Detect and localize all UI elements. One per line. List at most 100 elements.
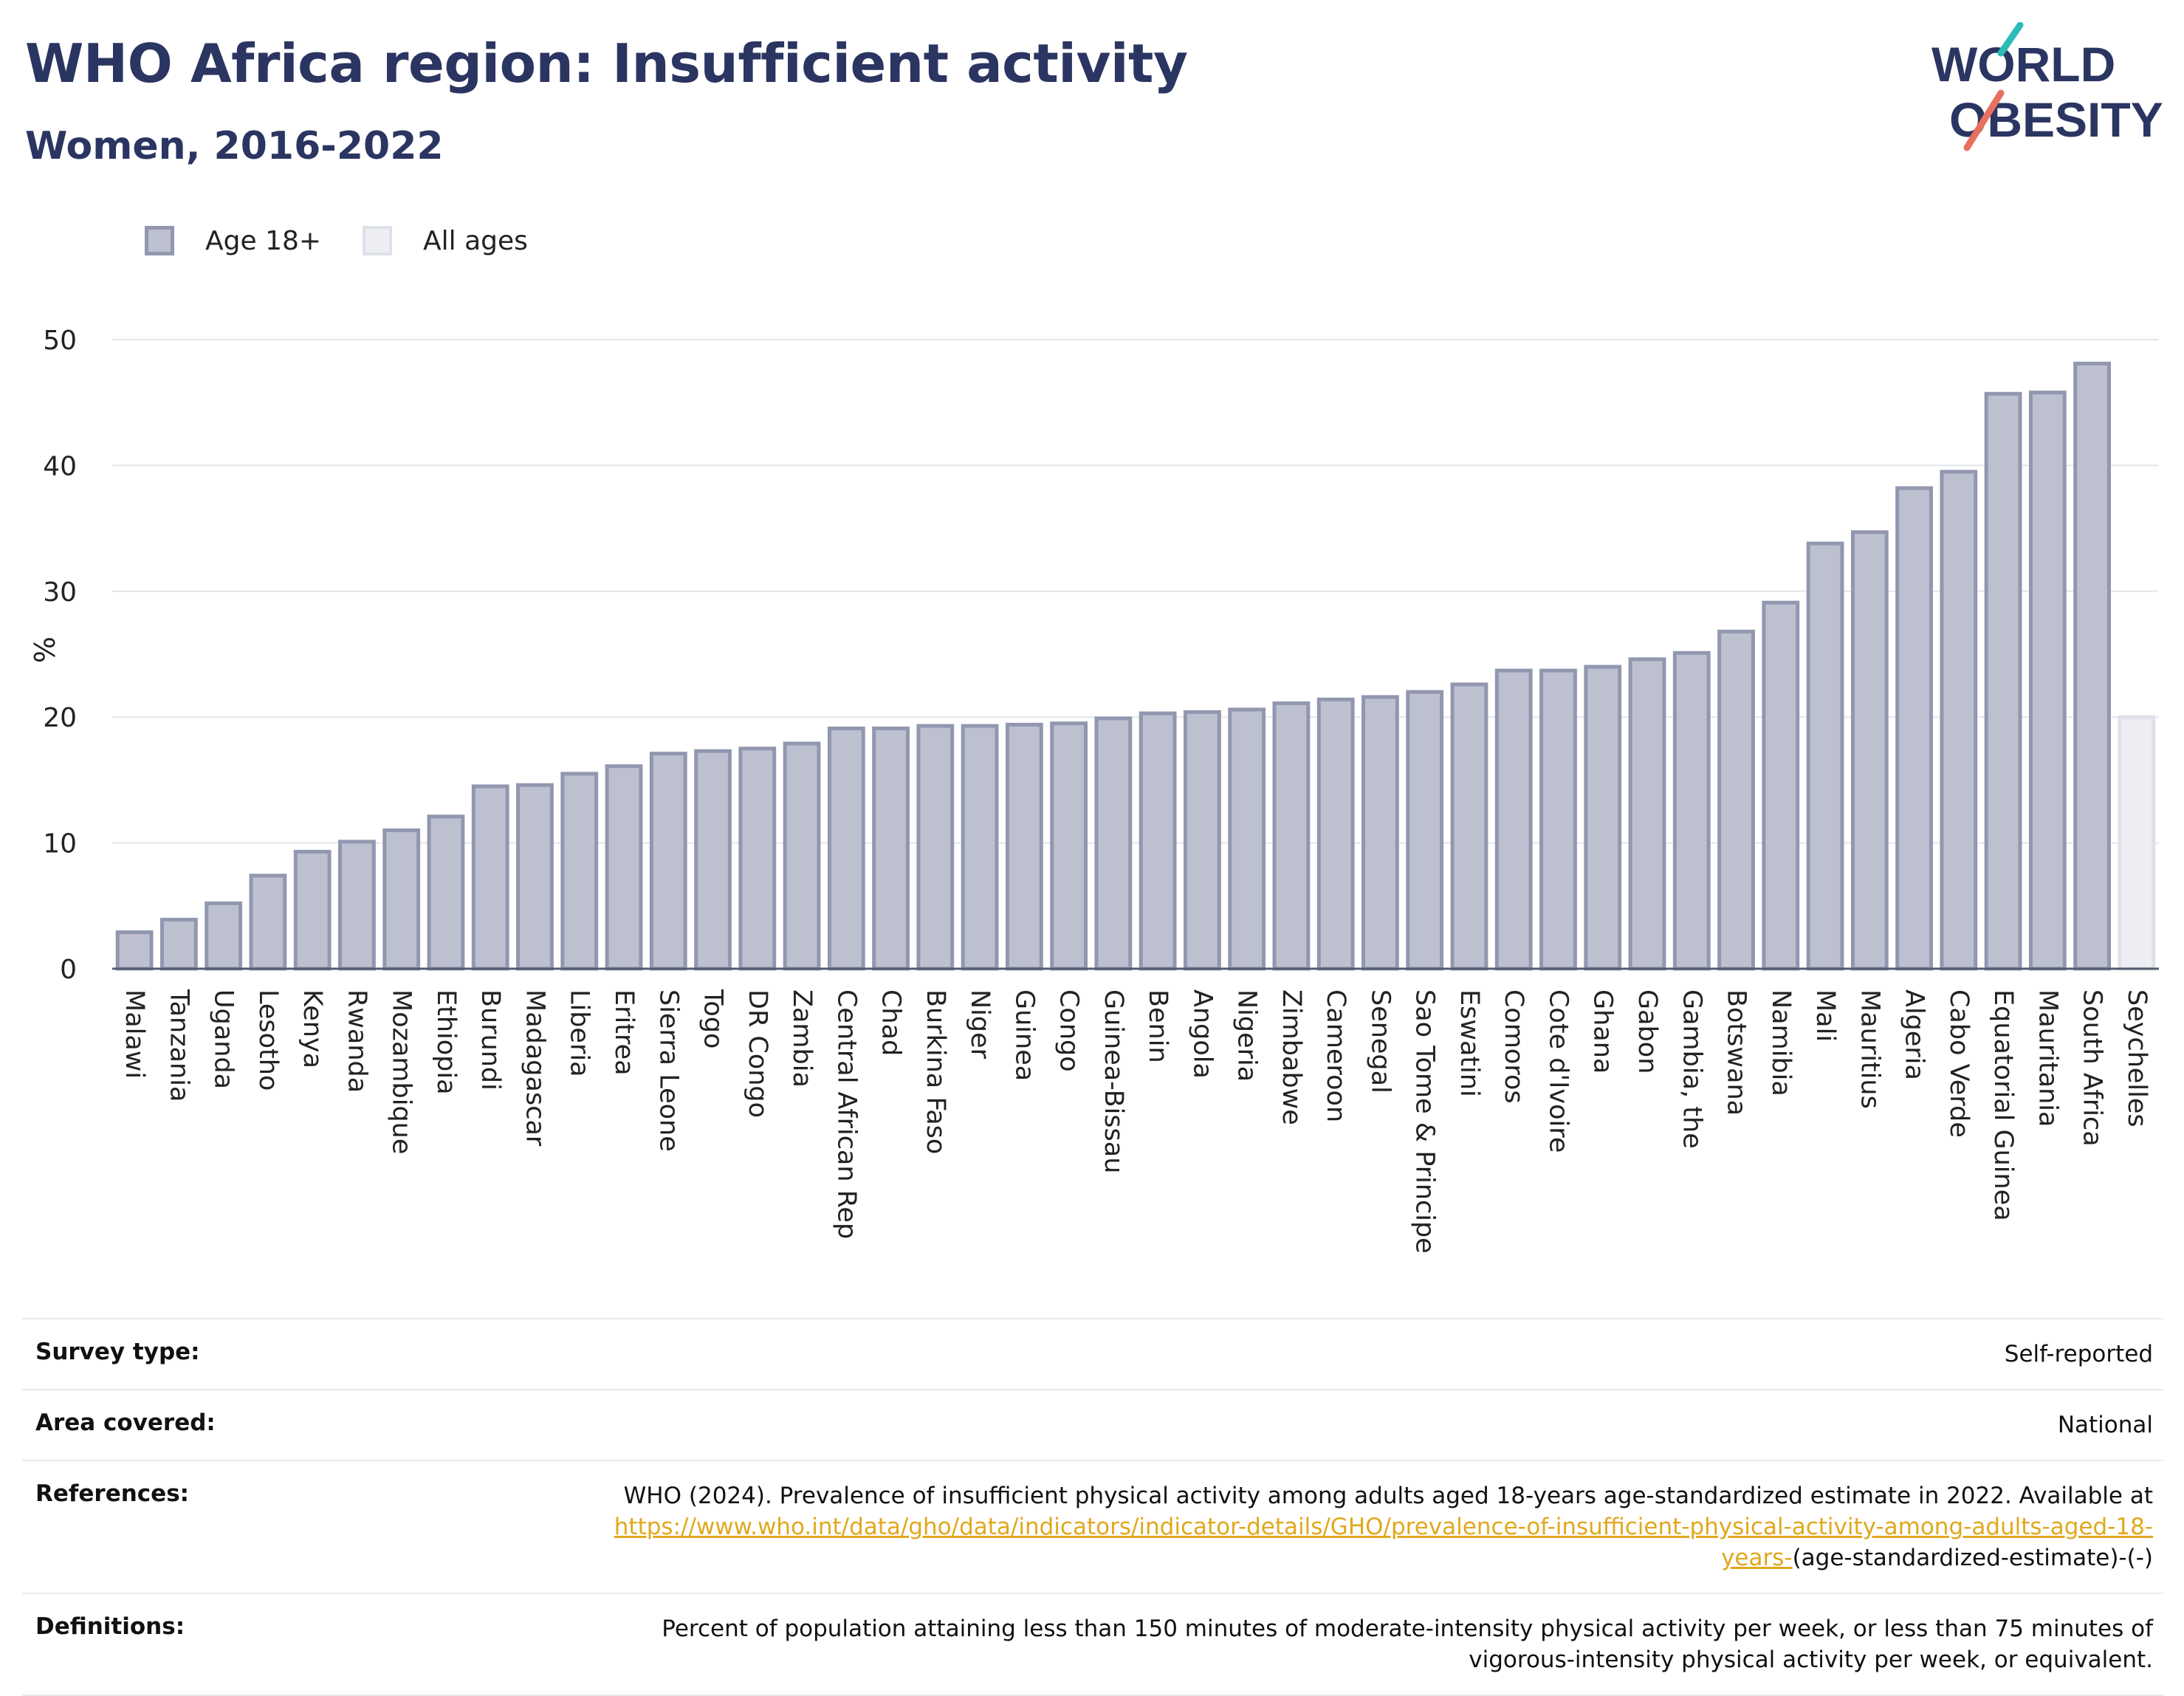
chart-legend: Age 18+ All ages: [145, 219, 569, 263]
y-tick-label: 30: [43, 577, 77, 608]
info-row-definitions: Definitions: Percent of population attai…: [22, 1593, 2163, 1696]
bar-age18: [649, 752, 687, 971]
definitions-value: Percent of population attaining less tha…: [662, 1616, 2153, 1673]
logo-stroke-teal: [1997, 22, 2024, 57]
x-tick-label: Central African Rep: [831, 989, 861, 1239]
x-tick-label: Burkina Faso: [921, 989, 950, 1154]
bar-age18: [1539, 668, 1577, 971]
references-label: References:: [35, 1480, 190, 1507]
bar-age18: [516, 783, 554, 971]
x-tick-label: Gambia, the: [1677, 989, 1706, 1149]
bar-age18: [1183, 710, 1221, 971]
bar-age18: [1050, 721, 1088, 971]
x-tick-label: Malawi: [120, 989, 149, 1079]
bar-age18: [1672, 650, 1711, 971]
x-tick-label: Togo: [698, 989, 728, 1048]
y-tick-label: 0: [60, 955, 77, 985]
area-value: National: [2057, 1412, 2153, 1438]
bar-age18: [1316, 697, 1355, 971]
y-tick-label: 40: [43, 451, 77, 481]
legend-label-all-ages: All ages: [423, 225, 528, 256]
x-tick-label: Rwanda: [342, 989, 371, 1093]
y-tick-label: 10: [43, 829, 77, 859]
x-tick-label: Kenya: [298, 989, 327, 1068]
y-tick-label: 50: [43, 326, 77, 356]
x-tick-label: Algeria: [1900, 989, 1929, 1080]
x-tick-label: Equatorial Guinea: [1988, 989, 2018, 1221]
bar-age18: [1850, 530, 1889, 971]
x-tick-label: Eswatini: [1455, 989, 1484, 1097]
bar-age18: [1094, 716, 1133, 971]
x-tick-label: Madagascar: [520, 989, 549, 1147]
definitions-label: Definitions:: [35, 1613, 185, 1640]
logo-text-world: WORLD: [1931, 37, 2115, 92]
legend-item-all-ages[interactable]: All ages: [363, 226, 528, 256]
legend-swatch-all-ages: [363, 226, 393, 255]
bar-age18: [1361, 695, 1399, 971]
y-tick-label: 20: [43, 703, 77, 733]
x-tick-label: Mauritania: [2033, 989, 2062, 1127]
info-row-survey-type: Survey type: Self-reported: [22, 1318, 2163, 1389]
x-tick-label: Seychelles: [2122, 989, 2152, 1127]
bar-age18: [1228, 707, 1266, 971]
x-tick-label: South Africa: [2078, 989, 2107, 1147]
world-obesity-logo: WORLD OBESITY: [1931, 22, 2163, 151]
x-tick-label: Congo: [1054, 989, 1084, 1072]
logo-stroke-coral: [1963, 89, 2005, 151]
x-tick-label: Eritrea: [609, 989, 639, 1076]
bar-age18: [1272, 701, 1311, 971]
references-value: WHO (2024). Prevalence of insufficient p…: [567, 1480, 2153, 1573]
bar-age18: [738, 746, 777, 971]
x-tick-label: Nigeria: [1232, 989, 1262, 1082]
bar-age18: [293, 850, 332, 971]
x-tick-label: Uganda: [209, 989, 238, 1089]
x-tick-label: Cameroon: [1321, 989, 1350, 1122]
survey-type-label: Survey type:: [35, 1339, 200, 1365]
bar-age18: [1584, 665, 1622, 971]
bar-chart: 0 10 20 30 40 50% Malawi Tanzania Uganda Lesotho K…: [29, 326, 2159, 1254]
x-tick-label: Mali: [1810, 989, 1840, 1042]
info-table: Survey type: Self-reported Area covered:…: [22, 1318, 2163, 1696]
bar-age18: [1450, 682, 1488, 971]
legend-item-age18[interactable]: Age 18+: [145, 226, 321, 256]
x-tick-label: Tanzania: [164, 989, 193, 1102]
bar-age18: [1494, 668, 1533, 971]
x-tick-label: Ethiopia: [431, 989, 461, 1095]
x-tick-label: Liberia: [565, 989, 594, 1077]
legend-swatch-age18: [145, 226, 174, 255]
x-tick-label: Zambia: [787, 989, 817, 1088]
x-tick-label: Ghana: [1588, 989, 1618, 1074]
bar-age18: [382, 828, 421, 971]
x-tick-label: Guinea: [1009, 989, 1039, 1081]
bar-age18: [159, 918, 198, 971]
bar-age18: [205, 901, 243, 971]
bar-age18: [1940, 470, 1978, 971]
survey-type-value: Self-reported: [2004, 1341, 2153, 1367]
bar-age18: [1406, 690, 1444, 971]
chart-subtitle: Women, 2016-2022: [25, 124, 444, 168]
bar-age18: [1806, 541, 1844, 971]
info-row-references: References: WHO (2024). Prevalence of in…: [22, 1460, 2163, 1593]
bar-age18: [1139, 711, 1177, 971]
bar-age18: [2073, 361, 2112, 971]
bar-age18: [827, 727, 865, 971]
x-tick-label: Cabo Verde: [1944, 989, 1974, 1138]
x-tick-label: Benin: [1143, 989, 1172, 1063]
x-tick-label: Mauritius: [1855, 989, 1884, 1109]
x-tick-label: Lesotho: [253, 989, 283, 1091]
legend-label-age18: Age 18+: [205, 225, 322, 256]
x-tick-label: Niger: [965, 989, 995, 1060]
x-tick-label: Cote d'Ivoire: [1543, 989, 1573, 1153]
bar-age18: [1717, 629, 1755, 971]
x-tick-label: Comoros: [1499, 989, 1528, 1104]
x-tick-label: Angola: [1187, 989, 1217, 1079]
x-tick-label: DR Congo: [743, 989, 772, 1118]
bar-age18: [338, 840, 376, 971]
x-tick-label: Sierra Leone: [653, 989, 683, 1152]
x-tick-label: Sao Tome & Principe: [1410, 989, 1440, 1254]
x-tick-label: Senegal: [1365, 989, 1395, 1094]
bar-age18: [916, 724, 955, 971]
references-link[interactable]: https://www.who.int/data/gho/data/indica…: [614, 1514, 2153, 1571]
bar-age18: [694, 749, 732, 971]
x-tick-label: Burundi: [475, 989, 505, 1091]
